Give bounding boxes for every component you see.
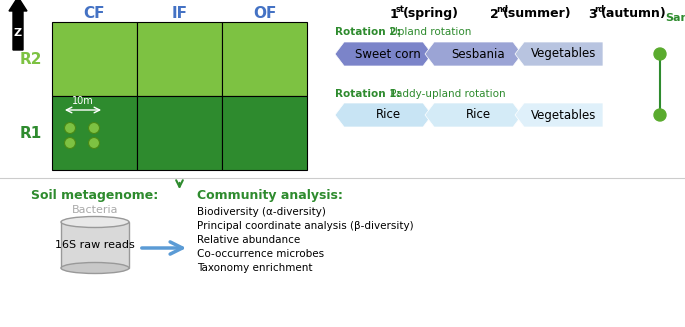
Bar xyxy=(222,96,307,170)
Text: 1: 1 xyxy=(390,8,399,21)
Text: Upland rotation: Upland rotation xyxy=(387,27,471,37)
Bar xyxy=(52,96,137,170)
Text: R1: R1 xyxy=(20,126,42,141)
Text: Soil metagenome:: Soil metagenome: xyxy=(32,190,159,202)
Polygon shape xyxy=(425,42,522,66)
Text: IF: IF xyxy=(171,7,188,22)
Circle shape xyxy=(88,123,99,133)
Bar xyxy=(137,22,222,96)
Circle shape xyxy=(654,48,666,60)
Text: Community analysis:: Community analysis: xyxy=(197,190,343,202)
Text: Rice: Rice xyxy=(466,109,490,122)
Text: 3: 3 xyxy=(588,8,597,21)
Text: Paddy-upland rotation: Paddy-upland rotation xyxy=(387,89,506,99)
Ellipse shape xyxy=(61,263,129,273)
Circle shape xyxy=(64,123,75,133)
Text: Sesbania: Sesbania xyxy=(451,47,505,60)
Text: R2: R2 xyxy=(19,51,42,66)
Circle shape xyxy=(64,137,75,148)
Polygon shape xyxy=(515,42,603,66)
Polygon shape xyxy=(425,103,522,127)
Text: Rotation 1:: Rotation 1: xyxy=(335,89,401,99)
Text: rd: rd xyxy=(594,6,604,14)
Text: Rice: Rice xyxy=(375,109,401,122)
Text: Co-occurrence microbes: Co-occurrence microbes xyxy=(197,249,324,259)
Text: OF: OF xyxy=(253,7,276,22)
FancyArrow shape xyxy=(9,0,27,50)
Circle shape xyxy=(654,109,666,121)
Circle shape xyxy=(88,137,99,148)
Bar xyxy=(137,96,222,170)
Text: Vegetables: Vegetables xyxy=(531,47,596,60)
Text: 10m: 10m xyxy=(72,96,94,106)
Text: nd: nd xyxy=(496,6,508,14)
Text: Z: Z xyxy=(14,28,22,38)
Bar xyxy=(222,22,307,96)
Bar xyxy=(61,222,129,268)
Text: Biodiversity (α-diversity): Biodiversity (α-diversity) xyxy=(197,207,326,217)
Text: Sweet corn: Sweet corn xyxy=(356,47,421,60)
Bar xyxy=(52,22,137,96)
Text: Sampling: Sampling xyxy=(665,13,685,23)
Polygon shape xyxy=(335,42,432,66)
Text: 2: 2 xyxy=(490,8,499,21)
Text: Taxonomy enrichment: Taxonomy enrichment xyxy=(197,263,312,273)
Text: Vegetables: Vegetables xyxy=(531,109,596,122)
Text: Bacteria: Bacteria xyxy=(72,205,119,215)
Text: (autumn): (autumn) xyxy=(601,8,667,21)
Text: (spring): (spring) xyxy=(403,8,459,21)
Text: Rotation 2:: Rotation 2: xyxy=(335,27,401,37)
Text: 16S raw reads: 16S raw reads xyxy=(55,240,135,250)
Text: Relative abundance: Relative abundance xyxy=(197,235,300,245)
Ellipse shape xyxy=(61,216,129,228)
Text: st: st xyxy=(396,6,405,14)
Polygon shape xyxy=(515,103,603,127)
Polygon shape xyxy=(335,103,432,127)
Text: (summer): (summer) xyxy=(503,8,571,21)
Text: CF: CF xyxy=(84,7,105,22)
Text: Principal coordinate analysis (β-diversity): Principal coordinate analysis (β-diversi… xyxy=(197,221,414,231)
